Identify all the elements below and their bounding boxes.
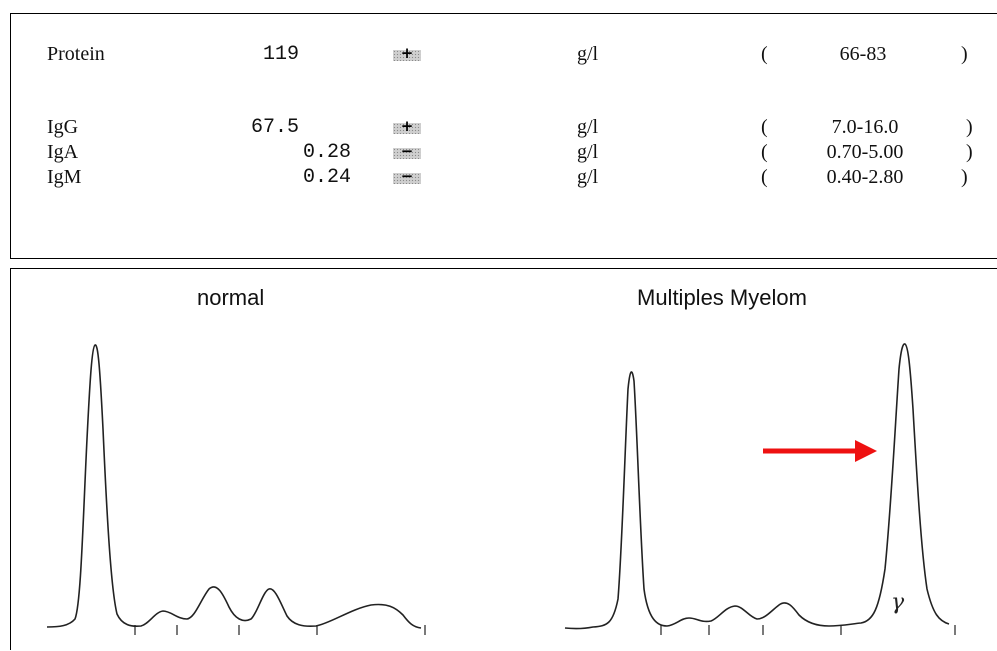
lab-row-protein: Protein 119 + g/l ( 66-83 ) (11, 43, 997, 73)
unit: g/l (577, 43, 599, 65)
flag-high-indicator: + (393, 44, 421, 62)
lab-row-igg: IgG 67.5 + g/l ( 7.0-16.0 ) (11, 116, 997, 146)
lab-row-igm: IgM 0.24 − g/l ( 0.40-2.80 ) (11, 166, 997, 196)
unit: g/l (577, 116, 599, 138)
analyte-name: IgG (47, 116, 79, 138)
flag-sign: − (400, 167, 414, 185)
flag-low-indicator: − (393, 142, 421, 160)
myeloma-plot-title: Multiples Myelom (637, 285, 807, 310)
analyte-name: IgA (47, 141, 79, 163)
analyte-value: 0.28 (302, 141, 351, 164)
analyte-name: Protein (47, 43, 105, 65)
analyte-value: 0.24 (302, 166, 351, 189)
unit: g/l (577, 141, 599, 163)
range-open-paren: ( (761, 43, 768, 65)
red-arrow-icon (763, 440, 877, 462)
flag-sign: + (400, 44, 414, 62)
normal-curve (46, 344, 422, 629)
range-open-paren: ( (761, 116, 768, 138)
range-open-paren: ( (761, 166, 768, 188)
reference-range: 0.70-5.00 (826, 141, 904, 163)
flag-high-indicator: + (393, 117, 421, 135)
range-close-paren: ) (961, 43, 968, 65)
myeloma-curve (564, 343, 950, 630)
lab-results-panel: Protein 119 + g/l ( 66-83 ) IgG 67.5 + g… (10, 13, 997, 259)
range-open-paren: ( (761, 141, 768, 163)
flag-low-indicator: − (393, 167, 421, 185)
analyte-name: IgM (47, 166, 82, 188)
flag-sign: − (400, 142, 414, 160)
electrophoresis-curves: γ (46, 343, 956, 635)
reference-range: 66-83 (839, 43, 887, 65)
analyte-value: 119 (262, 43, 299, 66)
myeloma-axis-ticks (660, 625, 956, 635)
reference-range: 0.40-2.80 (826, 166, 904, 188)
range-close-paren: ) (966, 116, 973, 138)
flag-sign: + (400, 117, 414, 135)
analyte-value: 67.5 (250, 116, 299, 139)
reference-range: 7.0-16.0 (831, 116, 899, 138)
normal-axis-ticks (134, 625, 426, 635)
gamma-label: γ (891, 590, 905, 615)
lab-row-iga: IgA 0.28 − g/l ( 0.70-5.00 ) (11, 141, 997, 171)
electrophoresis-panel: normal Multiples Myelom γ (10, 268, 997, 650)
range-close-paren: ) (966, 141, 973, 163)
unit: g/l (577, 166, 599, 188)
range-close-paren: ) (961, 166, 968, 188)
normal-plot-title: normal (197, 285, 265, 310)
